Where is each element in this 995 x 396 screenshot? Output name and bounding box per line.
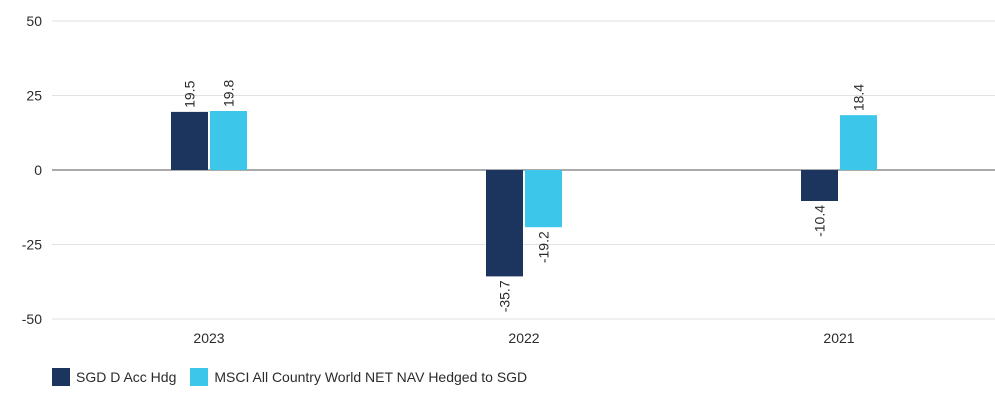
y-tick-label: -25	[22, 237, 42, 253]
bar-series-2	[210, 110, 247, 170]
bar-series-1	[486, 170, 523, 277]
data-label: 19.5	[182, 80, 198, 107]
data-label: -10.4	[812, 205, 828, 237]
legend-item-series-1: SGD D Acc Hdg	[52, 368, 176, 386]
bar-series-1	[171, 111, 208, 170]
legend-swatch-series-2	[190, 368, 209, 386]
data-label: -19.2	[536, 231, 552, 263]
bar-series-2	[840, 115, 877, 170]
legend-swatch-series-1	[52, 368, 70, 386]
y-tick-label: 0	[34, 162, 42, 178]
y-tick-label: 50	[26, 13, 42, 29]
data-label: 19.8	[221, 80, 237, 107]
bar-series-1	[801, 170, 838, 201]
x-tick-label: 2021	[823, 330, 854, 346]
x-tick-label: 2022	[508, 330, 539, 346]
bar-series-2	[525, 170, 562, 228]
y-tick-label: -50	[22, 311, 42, 327]
legend: SGD D Acc Hdg MSCI All Country World NET…	[52, 368, 541, 386]
legend-label-series-1: SGD D Acc Hdg	[76, 369, 177, 385]
y-tick-label: 25	[26, 88, 42, 104]
legend-item-series-2: MSCI All Country World NET NAV Hedged to…	[190, 368, 527, 386]
x-tick-label: 2023	[193, 330, 224, 346]
data-label: 18.4	[851, 84, 867, 111]
data-label: -35.7	[497, 280, 513, 312]
legend-label-series-2: MSCI All Country World NET NAV Hedged to…	[214, 369, 528, 385]
